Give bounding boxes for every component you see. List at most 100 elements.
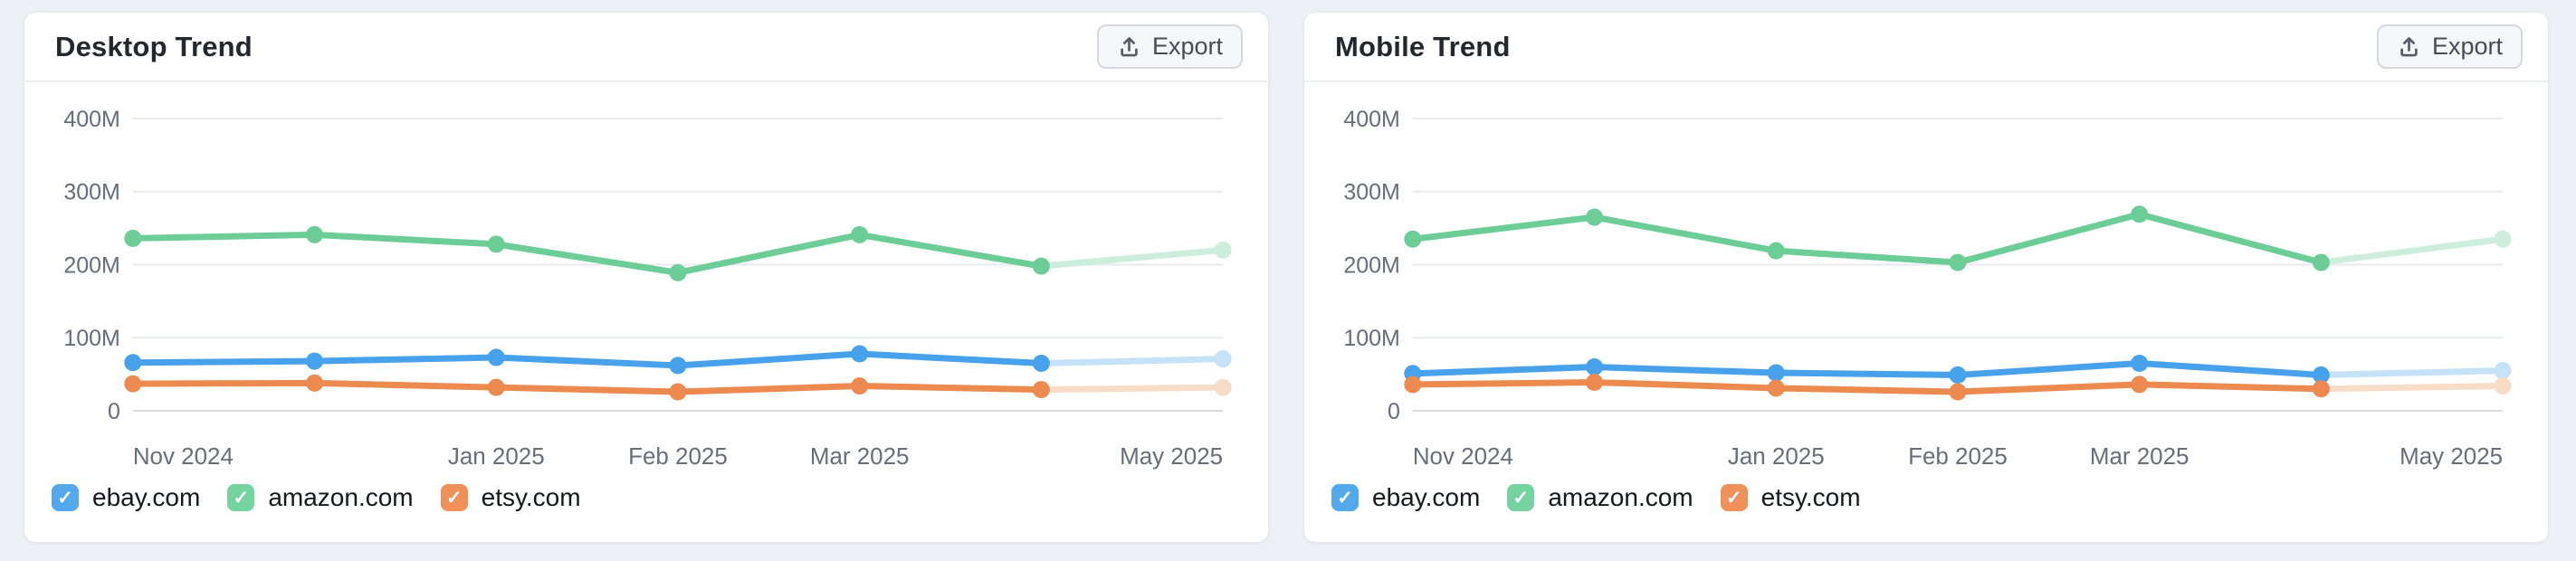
legend: ✓ ebay.com ✓ amazon.com ✓ etsy.com (24, 470, 1268, 512)
legend-label: amazon.com (268, 483, 414, 511)
checkbox-icon[interactable]: ✓ (1507, 484, 1535, 511)
upload-icon (2397, 34, 2421, 59)
series-etsy.com (124, 374, 1232, 401)
y-axis-label: 100M (63, 326, 119, 351)
data-point[interactable] (669, 357, 687, 375)
legend-label: ebay.com (92, 483, 201, 511)
checkbox-icon[interactable]: ✓ (1720, 484, 1748, 511)
data-point[interactable] (1949, 253, 1967, 271)
y-axis-label: 100M (1343, 326, 1399, 351)
x-axis-label: May 2025 (1120, 442, 1223, 470)
data-point[interactable] (851, 345, 869, 363)
legend-label: amazon.com (1548, 483, 1693, 511)
data-point[interactable] (1767, 379, 1785, 397)
legend: ✓ ebay.com ✓ amazon.com ✓ etsy.com (1304, 470, 2548, 512)
data-point[interactable] (2131, 376, 2149, 394)
data-point[interactable] (1214, 350, 1232, 368)
checkbox-icon[interactable]: ✓ (1331, 484, 1359, 511)
legend-label: etsy.com (481, 483, 581, 511)
y-axis-label: 0 (1388, 399, 1400, 424)
chart-area: 0 100M 200M 300M 400M Nov 2024 Jan 2025 Feb 202… (24, 82, 1268, 470)
x-axis-label: Mar 2025 (2090, 442, 2190, 470)
data-point[interactable] (487, 378, 505, 396)
data-point[interactable] (306, 352, 324, 370)
data-point[interactable] (124, 229, 142, 247)
legend-item-ebay.com[interactable]: ✓ ebay.com (1331, 483, 1480, 512)
desktop-trend-chart[interactable]: 0 100M 200M 300M 400M Nov 2024 Jan 2025 Feb 202… (24, 82, 1268, 470)
export-button[interactable]: Export (2376, 24, 2523, 69)
data-point[interactable] (1214, 378, 1232, 396)
gridlines: 0 100M 200M 300M 400M (63, 107, 1224, 424)
x-axis-label: Jan 2025 (1728, 442, 1825, 470)
data-point[interactable] (2312, 366, 2330, 384)
x-axis-label: Feb 2025 (628, 442, 728, 470)
panel-header: Mobile Trend Export (1304, 13, 2548, 82)
series-amazon.com (1404, 205, 2512, 271)
checkbox-icon[interactable]: ✓ (440, 484, 468, 511)
data-point[interactable] (1404, 376, 1422, 394)
data-point[interactable] (669, 263, 687, 281)
data-point[interactable] (124, 354, 142, 372)
y-axis-label: 400M (1343, 107, 1399, 132)
data-point[interactable] (1767, 242, 1785, 260)
legend-item-amazon.com[interactable]: ✓ amazon.com (1507, 483, 1693, 512)
data-point[interactable] (1949, 383, 1967, 401)
data-point[interactable] (1032, 257, 1050, 275)
legend-item-ebay.com[interactable]: ✓ ebay.com (52, 483, 200, 512)
checkbox-icon[interactable]: ✓ (227, 484, 255, 511)
data-point[interactable] (306, 225, 324, 243)
data-point[interactable] (669, 383, 687, 401)
data-point[interactable] (851, 377, 869, 395)
data-point[interactable] (306, 374, 324, 392)
data-point[interactable] (851, 225, 869, 243)
x-axis-labels: Nov 2024 Jan 2025 Feb 2025 Mar 2025 May 2025 (1413, 442, 2503, 470)
x-axis-label: Jan 2025 (448, 442, 545, 470)
mobile-trend-chart[interactable]: 0 100M 200M 300M 400M Nov 2024 Jan 2025 Feb 202… (1304, 82, 2548, 470)
legend-item-amazon.com[interactable]: ✓ amazon.com (227, 483, 414, 512)
legend-item-etsy.com[interactable]: ✓ etsy.com (440, 483, 581, 512)
upload-icon (1117, 34, 1141, 59)
panel-title: Desktop Trend (55, 30, 253, 62)
x-axis-labels: Nov 2024 Jan 2025 Feb 2025 Mar 2025 May 2025 (133, 442, 1223, 470)
data-point[interactable] (2312, 380, 2330, 398)
data-point[interactable] (124, 375, 142, 393)
legend-label: ebay.com (1372, 483, 1481, 511)
data-point[interactable] (2312, 253, 2330, 271)
data-point[interactable] (487, 235, 505, 253)
panel-title: Mobile Trend (1335, 30, 1511, 62)
data-point[interactable] (1032, 355, 1050, 373)
data-point[interactable] (1032, 381, 1050, 399)
data-point[interactable] (1586, 358, 1604, 376)
data-point[interactable] (2494, 362, 2512, 380)
data-point[interactable] (1586, 208, 1604, 226)
data-point[interactable] (1214, 241, 1232, 259)
x-axis-label: Nov 2024 (133, 442, 234, 470)
panel-header: Desktop Trend Export (24, 13, 1268, 82)
legend-item-etsy.com[interactable]: ✓ etsy.com (1720, 483, 1861, 512)
x-axis-label: Mar 2025 (810, 442, 910, 470)
checkmark-icon: ✓ (57, 487, 73, 509)
checkbox-icon[interactable]: ✓ (52, 484, 79, 511)
desktop-trend-panel: Desktop Trend Export 0 100M 200M 300M 400M No… (24, 12, 1269, 543)
data-point[interactable] (487, 348, 505, 366)
data-point[interactable] (2494, 230, 2512, 248)
data-point[interactable] (2131, 355, 2149, 373)
data-point[interactable] (2494, 377, 2512, 395)
checkmark-icon: ✓ (1337, 487, 1353, 509)
data-point[interactable] (1586, 374, 1604, 392)
series-ebay.com (1404, 355, 2512, 384)
checkmark-icon: ✓ (1512, 487, 1530, 509)
series-amazon.com (124, 225, 1232, 281)
x-axis-label: May 2025 (2399, 442, 2503, 470)
y-axis-label: 200M (63, 252, 119, 278)
series-ebay.com (124, 345, 1232, 375)
data-point[interactable] (1767, 364, 1785, 382)
chart-area: 0 100M 200M 300M 400M Nov 2024 Jan 2025 Feb 202… (1304, 82, 2548, 470)
data-point[interactable] (1404, 230, 1422, 248)
export-button[interactable]: Export (1096, 24, 1243, 69)
data-point[interactable] (2131, 205, 2149, 223)
series-etsy.com (1404, 374, 2512, 401)
y-axis-label: 200M (1343, 252, 1399, 278)
data-point[interactable] (1949, 366, 1967, 384)
y-axis-label: 400M (63, 107, 119, 132)
